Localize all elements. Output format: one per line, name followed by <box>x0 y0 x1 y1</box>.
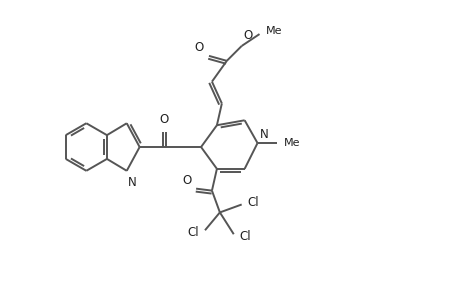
Text: Cl: Cl <box>239 230 251 243</box>
Text: Me: Me <box>284 138 300 148</box>
Text: N: N <box>128 176 136 189</box>
Text: O: O <box>243 29 252 42</box>
Text: Me: Me <box>265 26 281 36</box>
Text: O: O <box>159 113 168 126</box>
Text: N: N <box>259 128 268 141</box>
Text: Cl: Cl <box>247 196 259 209</box>
Text: Cl: Cl <box>187 226 199 239</box>
Text: O: O <box>194 41 204 54</box>
Text: O: O <box>181 174 191 187</box>
